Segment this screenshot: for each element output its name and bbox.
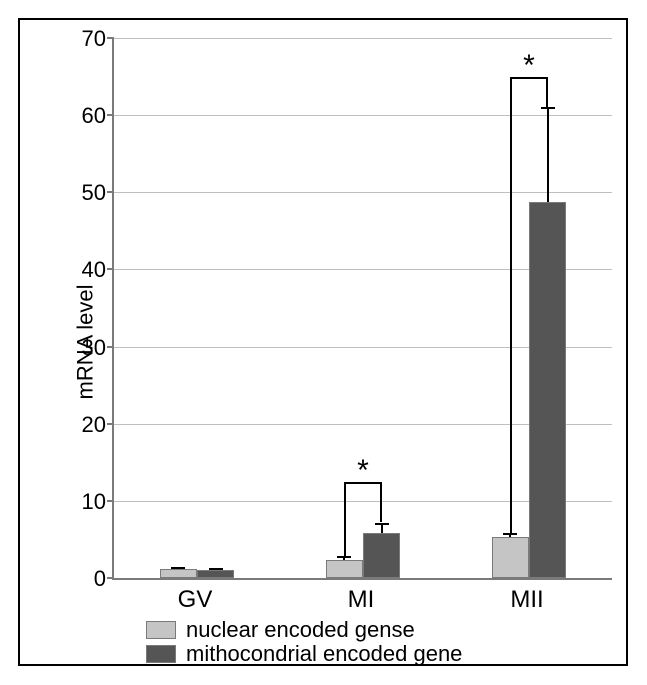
ytick-mark	[107, 37, 114, 39]
legend: nuclear encoded gense mithocondrial enco…	[146, 618, 462, 666]
legend-label-mito: mithocondrial encoded gene	[186, 642, 462, 666]
gridline	[114, 115, 612, 116]
ytick-mark	[107, 268, 114, 270]
gridline	[114, 38, 612, 39]
ytick-mark	[107, 114, 114, 116]
ytick-mark	[107, 191, 114, 193]
ytick-label: 50	[66, 180, 106, 206]
x-category-label: GV	[178, 586, 213, 614]
ytick-mark	[107, 346, 114, 348]
errorbar-mito-GV	[215, 568, 217, 570]
ytick-label: 40	[66, 257, 106, 283]
legend-item-nuclear: nuclear encoded gense	[146, 618, 462, 642]
gridline	[114, 192, 612, 193]
significance-star: *	[523, 51, 535, 81]
errorbar-nuclear-GV	[177, 567, 179, 569]
ytick-label: 70	[66, 26, 106, 52]
legend-swatch-mito	[146, 645, 176, 663]
ytick-mark	[107, 423, 114, 425]
errorbar-mito-MII	[547, 107, 549, 201]
bar-nuclear-GV	[160, 569, 197, 578]
legend-item-mito: mithocondrial encoded gene	[146, 642, 462, 666]
bar-nuclear-MII	[492, 537, 529, 578]
chart-outer-border: mRNA level ** nuclear encoded gense mith…	[18, 18, 628, 666]
bar-nuclear-MI	[326, 560, 363, 579]
ytick-label: 60	[66, 103, 106, 129]
x-category-label: MI	[348, 586, 375, 614]
ytick-mark	[107, 500, 114, 502]
errorbar-nuclear-MI	[343, 556, 345, 560]
ytick-label: 20	[66, 412, 106, 438]
errorbar-nuclear-MII	[509, 533, 511, 537]
errorbar-mito-MI	[381, 523, 383, 533]
x-category-label: MII	[510, 586, 543, 614]
ytick-label: 30	[66, 335, 106, 361]
bar-mito-GV	[197, 570, 234, 578]
ytick-label: 0	[66, 566, 106, 592]
plot-area: **	[112, 38, 612, 580]
ytick-mark	[107, 577, 114, 579]
ytick-label: 10	[66, 489, 106, 515]
legend-label-nuclear: nuclear encoded gense	[186, 618, 415, 642]
bar-mito-MI	[363, 533, 400, 578]
bar-mito-MII	[529, 202, 566, 578]
significance-star: *	[357, 456, 369, 486]
legend-swatch-nuclear	[146, 621, 176, 639]
